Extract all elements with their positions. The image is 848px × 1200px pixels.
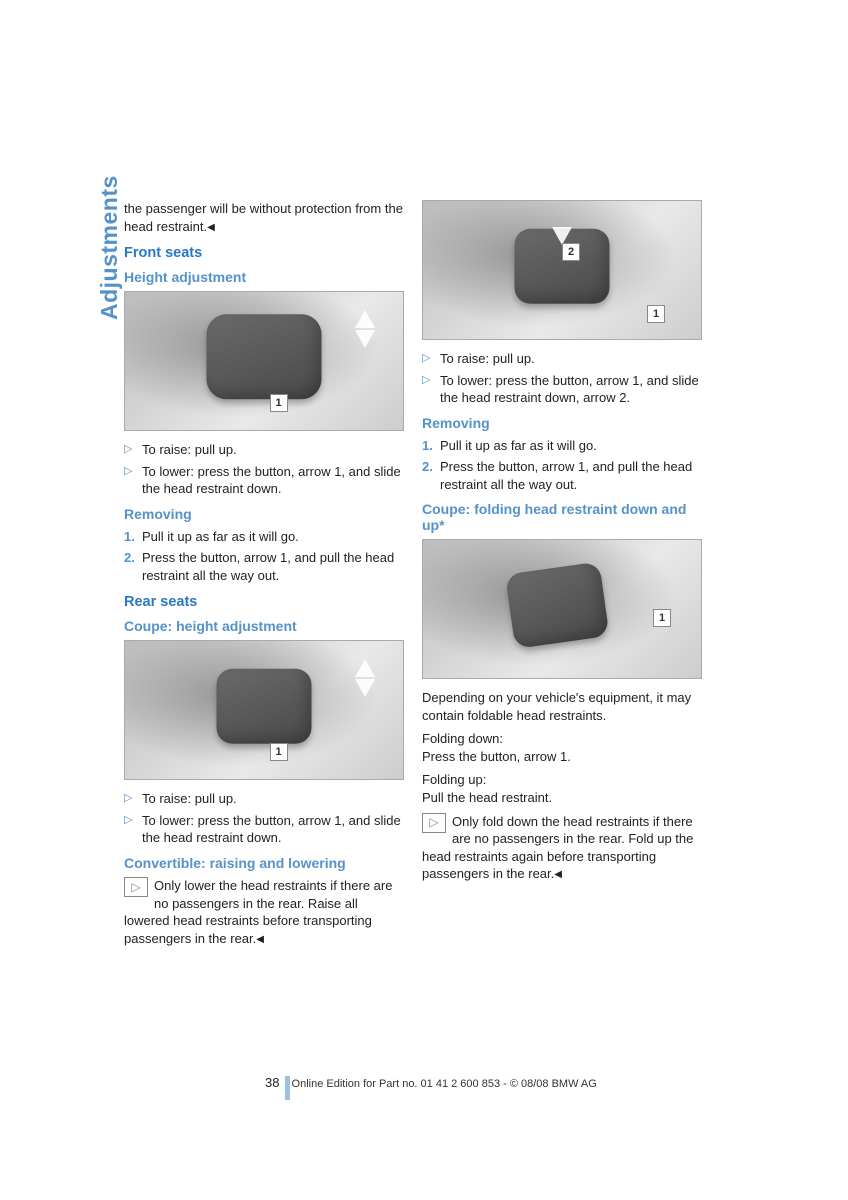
list-item: Press the button, arrow 1, and pull the …: [142, 549, 404, 584]
two-column-layout: the passenger will be without protection…: [124, 200, 788, 953]
heading-front-seats: Front seats: [124, 245, 404, 261]
figure-rear-convertible-headrest: 2 1: [422, 200, 702, 340]
column-left: the passenger will be without protection…: [124, 200, 404, 953]
figure-label-1: 1: [270, 394, 288, 412]
end-marker-icon: ◀: [207, 221, 215, 235]
paragraph: Depending on your vehicle's equipment, i…: [422, 689, 702, 724]
list-item: To lower: press the button, arrow 1, and…: [142, 812, 404, 847]
figure-folding-headrest: 1: [422, 539, 702, 679]
figure-rear-coupe-headrest: 1: [124, 640, 404, 780]
list-item: Pull it up as far as it will go.: [440, 437, 702, 455]
headrest-graphic: [217, 669, 312, 744]
list-item: Pull it up as far as it will go.: [142, 528, 404, 546]
figure-label-1: 1: [653, 609, 671, 627]
heading-removing-2: Removing: [422, 415, 702, 431]
intro-paragraph: the passenger will be without protection…: [124, 200, 404, 235]
warning-note: ▷ Only lower the head restraints if ther…: [124, 877, 404, 947]
bullet-list: To raise: pull up. To lower: press the b…: [124, 441, 404, 498]
figure-label-1: 1: [647, 305, 665, 323]
section-title-vertical: Adjustments: [96, 175, 123, 320]
list-item: To lower: press the button, arrow 1, and…: [440, 372, 702, 407]
arrow-up-icon: [355, 659, 375, 677]
figure-front-headrest: 1: [124, 291, 404, 431]
column-right: 2 1 To raise: pull up. To lower: press t…: [422, 200, 702, 953]
footer-text: Online Edition for Part no. 01 41 2 600 …: [292, 1078, 597, 1090]
page-number: 38: [265, 1075, 279, 1090]
headrest-graphic: [207, 314, 322, 399]
list-item: Press the button, arrow 1, and pull the …: [440, 458, 702, 493]
paragraph: Folding up: Pull the head restraint.: [422, 771, 702, 806]
paragraph: Folding down: Press the button, arrow 1.: [422, 730, 702, 765]
arrow-down-icon: [355, 330, 375, 348]
caution-play-icon: ▷: [422, 813, 446, 833]
arrow-down-icon: [355, 679, 375, 697]
end-marker-icon: ◀: [554, 868, 562, 882]
heading-rear-seats: Rear seats: [124, 594, 404, 610]
figure-label-2: 2: [562, 243, 580, 261]
bullet-list: To raise: pull up. To lower: press the b…: [422, 350, 702, 407]
end-marker-icon: ◀: [256, 933, 264, 947]
heading-coupe-folding: Coupe: folding head restraint down and u…: [422, 501, 702, 533]
caution-play-icon: ▷: [124, 877, 148, 897]
warning-note: ▷ Only fold down the head restraints if …: [422, 813, 702, 883]
footer-accent-bar: [285, 1076, 290, 1100]
numbered-list: Pull it up as far as it will go. Press t…: [422, 437, 702, 494]
arrow-up-icon: [355, 310, 375, 328]
numbered-list: Pull it up as far as it will go. Press t…: [124, 528, 404, 585]
heading-height-adjustment: Height adjustment: [124, 269, 404, 285]
list-item: To raise: pull up.: [142, 790, 404, 808]
heading-coupe-height: Coupe: height adjustment: [124, 618, 404, 634]
page-footer: 38 Online Edition for Part no. 01 41 2 6…: [265, 1075, 597, 1100]
figure-label-1: 1: [270, 743, 288, 761]
list-item: To raise: pull up.: [142, 441, 404, 459]
list-item: To lower: press the button, arrow 1, and…: [142, 463, 404, 498]
heading-removing: Removing: [124, 506, 404, 522]
headrest-graphic: [505, 562, 610, 649]
document-page: Adjustments the passenger will be withou…: [0, 0, 848, 1200]
heading-convertible: Convertible: raising and lowering: [124, 855, 404, 871]
list-item: To raise: pull up.: [440, 350, 702, 368]
bullet-list: To raise: pull up. To lower: press the b…: [124, 790, 404, 847]
